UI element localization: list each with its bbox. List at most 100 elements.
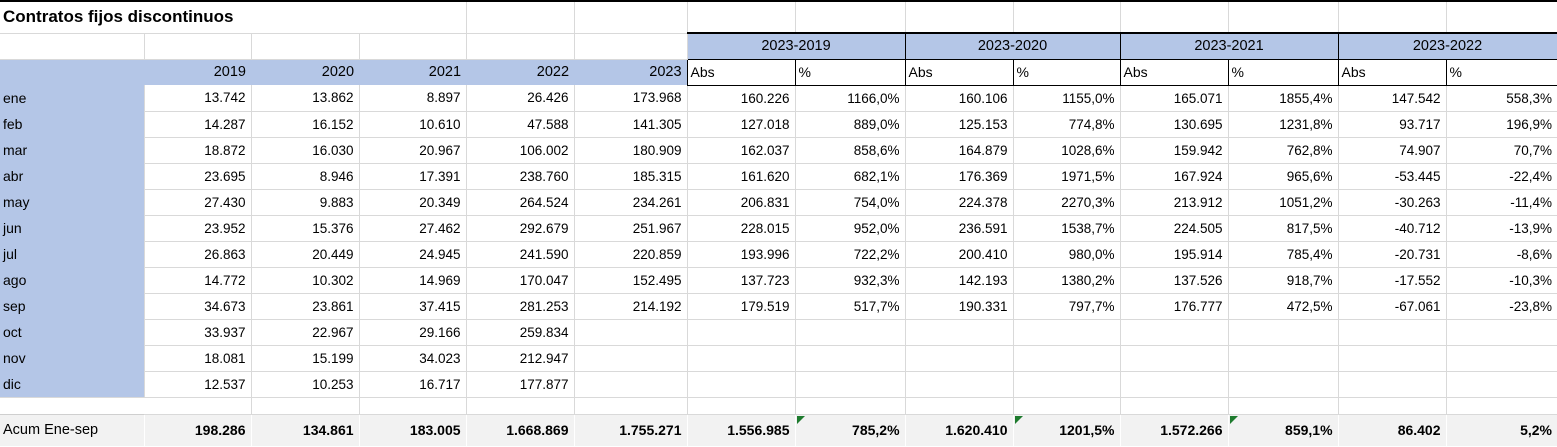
- empty-cell[interactable]: [1120, 397, 1229, 415]
- cell-2021[interactable]: 10.610: [359, 111, 467, 138]
- cell-g1-pct[interactable]: 932,3%: [795, 267, 906, 294]
- cell-g2-pct[interactable]: 1028,6%: [1013, 137, 1121, 164]
- cell-g3-abs[interactable]: 130.695: [1120, 111, 1229, 138]
- month-label[interactable]: ene: [0, 85, 145, 111]
- cell-2023[interactable]: 251.967: [574, 215, 688, 242]
- group-header-2023-2022[interactable]: 2023-2022: [1337, 32, 1557, 60]
- cell-2019[interactable]: 18.872: [144, 137, 252, 164]
- cell-2023[interactable]: 152.495: [574, 267, 688, 294]
- total-g3-abs[interactable]: 1.572.266: [1120, 413, 1229, 446]
- cell-g3-pct[interactable]: 817,5%: [1228, 215, 1339, 242]
- empty-cell[interactable]: [795, 397, 906, 415]
- month-label[interactable]: nov: [0, 345, 145, 371]
- cell-g3-pct[interactable]: [1228, 345, 1339, 372]
- cell-g3-pct[interactable]: 1051,2%: [1228, 189, 1339, 216]
- cell-2022[interactable]: 281.253: [466, 293, 575, 320]
- cell-g3-pct[interactable]: 1855,4%: [1228, 85, 1339, 112]
- cell-g1-abs[interactable]: 179.519: [687, 293, 796, 320]
- cell-2020[interactable]: 16.030: [251, 137, 360, 164]
- cell-2019[interactable]: 26.863: [144, 241, 252, 268]
- cell-2022[interactable]: 177.877: [466, 371, 575, 398]
- month-label[interactable]: abr: [0, 163, 145, 189]
- cell-g2-pct[interactable]: [1013, 319, 1121, 346]
- empty-cell[interactable]: [1228, 2, 1339, 34]
- cell-g1-pct[interactable]: [795, 371, 906, 398]
- cell-g4-abs[interactable]: [1338, 371, 1447, 398]
- cell-g2-pct[interactable]: [1013, 371, 1121, 398]
- cell-2020[interactable]: 13.862: [251, 85, 360, 112]
- total-2022[interactable]: 1.668.869: [466, 413, 575, 446]
- month-label[interactable]: ago: [0, 267, 145, 293]
- cell-2020[interactable]: 23.861: [251, 293, 360, 320]
- cell-g4-abs[interactable]: -17.552: [1338, 267, 1447, 294]
- cell-g3-pct[interactable]: 1231,8%: [1228, 111, 1339, 138]
- cell-g4-abs[interactable]: -40.712: [1338, 215, 1447, 242]
- cell-2020[interactable]: 20.449: [251, 241, 360, 268]
- cell-g4-pct[interactable]: -22,4%: [1446, 163, 1557, 190]
- month-label[interactable]: feb: [0, 111, 145, 137]
- cell-g3-abs[interactable]: 167.924: [1120, 163, 1229, 190]
- cell-g1-pct[interactable]: 754,0%: [795, 189, 906, 216]
- cell-g4-abs[interactable]: 147.542: [1338, 85, 1447, 112]
- cell-2019[interactable]: 27.430: [144, 189, 252, 216]
- cell-2022[interactable]: 259.834: [466, 319, 575, 346]
- empty-cell[interactable]: [687, 397, 796, 415]
- cell-2020[interactable]: 8.946: [251, 163, 360, 190]
- cell-2021[interactable]: 17.391: [359, 163, 467, 190]
- empty-cell[interactable]: [251, 33, 360, 60]
- empty-cell[interactable]: [251, 397, 360, 415]
- cell-2019[interactable]: 23.952: [144, 215, 252, 242]
- abs-header-g2[interactable]: Abs: [904, 58, 1014, 86]
- cell-2022[interactable]: 241.590: [466, 241, 575, 268]
- empty-cell[interactable]: [574, 397, 688, 415]
- cell-g1-abs[interactable]: 206.831: [687, 189, 796, 216]
- total-2019[interactable]: 198.286: [144, 413, 252, 446]
- total-g2-pct[interactable]: 1201,5%: [1013, 413, 1121, 446]
- empty-cell[interactable]: [466, 33, 575, 60]
- empty-cell[interactable]: [1013, 397, 1121, 415]
- empty-cell[interactable]: [144, 33, 252, 60]
- cell-g2-pct[interactable]: 1155,0%: [1013, 85, 1121, 112]
- cell-g3-abs[interactable]: 159.942: [1120, 137, 1229, 164]
- cell-2020[interactable]: 22.967: [251, 319, 360, 346]
- cell-g3-pct[interactable]: 785,4%: [1228, 241, 1339, 268]
- cell-2021[interactable]: 20.349: [359, 189, 467, 216]
- pct-header-g2[interactable]: %: [1012, 58, 1121, 86]
- total-g2-abs[interactable]: 1.620.410: [905, 413, 1014, 446]
- cell-g3-abs[interactable]: [1120, 345, 1229, 372]
- cell-g4-pct[interactable]: [1446, 345, 1557, 372]
- empty-cell[interactable]: [1013, 2, 1121, 34]
- empty-cell[interactable]: [795, 2, 906, 34]
- empty-cell[interactable]: [1446, 2, 1557, 34]
- cell-2022[interactable]: 212.947: [466, 345, 575, 372]
- cell-g1-pct[interactable]: 889,0%: [795, 111, 906, 138]
- cell-2023[interactable]: 214.192: [574, 293, 688, 320]
- total-2020[interactable]: 134.861: [251, 413, 360, 446]
- year-header-2023[interactable]: 2023: [574, 59, 688, 85]
- cell-g1-pct[interactable]: [795, 345, 906, 372]
- cell-2019[interactable]: 14.772: [144, 267, 252, 294]
- empty-cell[interactable]: [144, 397, 252, 415]
- group-header-2023-2020[interactable]: 2023-2020: [904, 32, 1121, 60]
- cell-g1-pct[interactable]: 858,6%: [795, 137, 906, 164]
- cell-g4-abs[interactable]: -67.061: [1338, 293, 1447, 320]
- cell-g4-abs[interactable]: [1338, 319, 1447, 346]
- total-g4-pct[interactable]: 5,2%: [1446, 413, 1557, 446]
- empty-cell[interactable]: [1338, 397, 1447, 415]
- cell-2019[interactable]: 23.695: [144, 163, 252, 190]
- cell-g3-abs[interactable]: 176.777: [1120, 293, 1229, 320]
- cell-g3-abs[interactable]: 195.914: [1120, 241, 1229, 268]
- month-label[interactable]: may: [0, 189, 145, 215]
- empty-cell[interactable]: [0, 397, 144, 414]
- cell-g1-abs[interactable]: 228.015: [687, 215, 796, 242]
- month-label[interactable]: jul: [0, 241, 145, 267]
- cell-g1-abs[interactable]: 193.996: [687, 241, 796, 268]
- total-g1-pct[interactable]: 785,2%: [795, 413, 906, 446]
- cell-2020[interactable]: 10.302: [251, 267, 360, 294]
- empty-cell[interactable]: [905, 2, 1014, 34]
- cell-2020[interactable]: 15.199: [251, 345, 360, 372]
- abs-header-g4[interactable]: Abs: [1337, 58, 1447, 86]
- cell-g4-pct[interactable]: -13,9%: [1446, 215, 1557, 242]
- cell-g3-abs[interactable]: [1120, 319, 1229, 346]
- total-g1-abs[interactable]: 1.556.985: [687, 413, 796, 446]
